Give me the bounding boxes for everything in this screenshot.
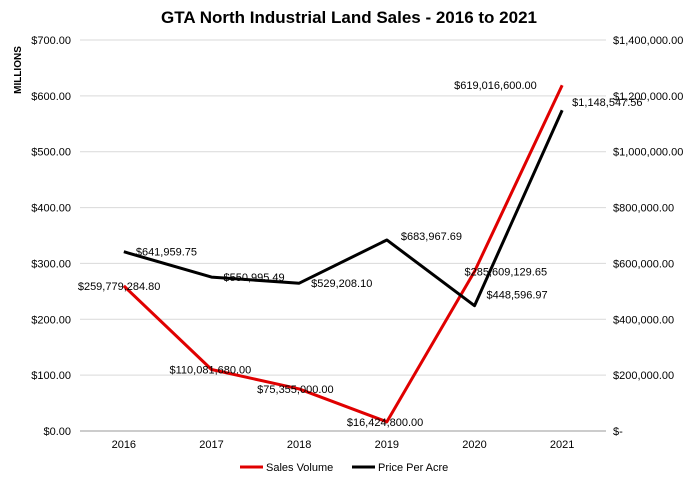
series-lines [122, 84, 564, 424]
data-label: $619,016,600.00 [454, 80, 537, 92]
data-label: $448,596.97 [487, 290, 548, 302]
data-label: $529,208.10 [311, 278, 372, 290]
x-tick-label: 2020 [462, 439, 486, 451]
data-label: $285,609,129.65 [465, 266, 548, 278]
legend-label: Sales Volume [266, 462, 333, 474]
y-axis-title: MILLIONS [13, 46, 24, 94]
left-tick-label: $700.00 [31, 35, 71, 47]
data-label: $641,959.75 [136, 247, 197, 259]
left-tick-label: $300.00 [31, 258, 71, 270]
left-tick-label: $400.00 [31, 203, 71, 215]
series-line-sales-volume [122, 84, 564, 424]
data-label: $75,355,000.00 [257, 384, 333, 396]
right-tick-label: $1,000,000.00 [613, 147, 683, 159]
left-tick-label: $500.00 [31, 147, 71, 159]
left-tick-label: $100.00 [31, 370, 71, 382]
data-label: $683,967.69 [401, 231, 462, 243]
x-tick-label: 2018 [287, 439, 311, 451]
right-tick-label: $1,200,000.00 [613, 91, 683, 103]
left-tick-label: $600.00 [31, 91, 71, 103]
legend-label: Price Per Acre [378, 462, 448, 474]
x-axis-ticks: 2016 2017 2018 2019 2020 2021 [112, 439, 575, 451]
right-tick-label: $800,000.00 [613, 203, 674, 215]
left-tick-label: $200.00 [31, 314, 71, 326]
gridlines [80, 39, 606, 432]
right-axis-ticks: $- $200,000.00 $400,000.00 $600,000.00 $800,… [613, 35, 683, 438]
left-axis-ticks: $0.00 $100.00 $200.00 $300.00 $400.00 $500.00… [31, 35, 71, 438]
right-tick-label: $400,000.00 [613, 314, 674, 326]
data-label: $1,148,547.56 [572, 97, 642, 109]
right-tick-label: $1,400,000.00 [613, 35, 683, 47]
data-label: $259,779,284.80 [78, 281, 161, 293]
data-label: $550,995.49 [224, 272, 285, 284]
x-tick-label: 2021 [550, 439, 574, 451]
right-tick-label: $600,000.00 [613, 258, 674, 270]
left-tick-label: $0.00 [43, 426, 71, 438]
legend: Sales Volume Price Per Acre [240, 462, 448, 474]
right-tick-label: $- [613, 426, 623, 438]
x-tick-label: 2016 [112, 439, 136, 451]
x-tick-label: 2019 [375, 439, 399, 451]
data-label: $16,424,800.00 [347, 417, 423, 429]
series-line-price-per-acre [123, 109, 564, 308]
data-labels: $259,779,284.80 $110,081,680.00 $75,355,00… [78, 80, 643, 429]
chart-title: GTA North Industrial Land Sales - 2016 t… [161, 8, 537, 27]
right-tick-label: $200,000.00 [613, 370, 674, 382]
data-label: $110,081,680.00 [170, 365, 252, 377]
x-tick-label: 2017 [199, 439, 223, 451]
